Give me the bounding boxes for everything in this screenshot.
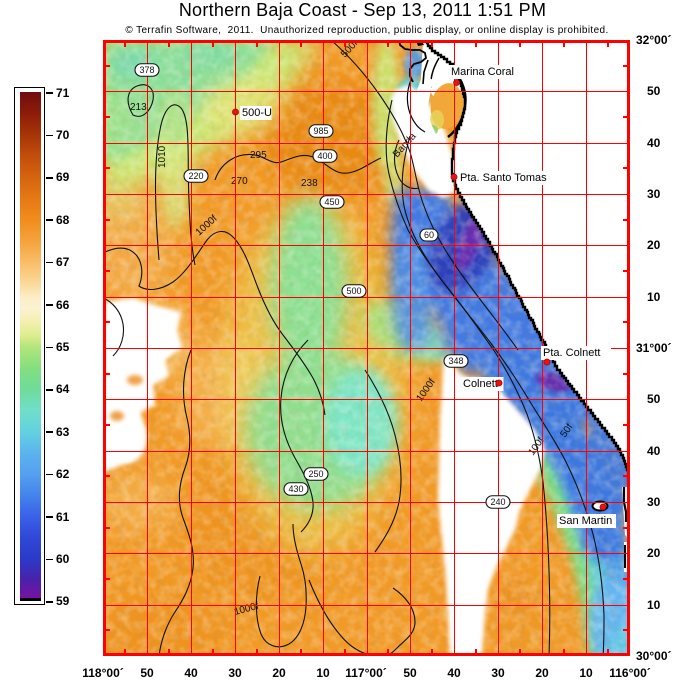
svg-text:238: 238 xyxy=(301,178,318,189)
svg-text:985: 985 xyxy=(313,126,328,136)
svg-text:1010: 1010 xyxy=(157,145,168,168)
svg-text:270: 270 xyxy=(231,176,248,187)
svg-text:Marina Coral: Marina Coral xyxy=(451,66,514,78)
svg-text:220: 220 xyxy=(188,171,203,181)
svg-text:213: 213 xyxy=(130,102,147,113)
svg-text:500-U: 500-U xyxy=(242,107,272,119)
svg-text:250: 250 xyxy=(308,469,323,479)
svg-text:240: 240 xyxy=(490,497,505,507)
svg-text:450: 450 xyxy=(324,197,339,207)
svg-text:295: 295 xyxy=(250,150,267,161)
svg-text:430: 430 xyxy=(288,484,303,494)
svg-text:60: 60 xyxy=(424,230,434,240)
svg-text:Colnett: Colnett xyxy=(463,378,498,390)
svg-text:San Martin: San Martin xyxy=(559,515,612,527)
svg-text:378: 378 xyxy=(139,65,154,75)
svg-text:400: 400 xyxy=(317,151,332,161)
svg-text:348: 348 xyxy=(448,356,463,366)
svg-text:Pta. Colnett: Pta. Colnett xyxy=(543,347,600,359)
svg-text:Pta. Santo Tomas: Pta. Santo Tomas xyxy=(460,172,547,184)
svg-text:500: 500 xyxy=(346,286,361,296)
